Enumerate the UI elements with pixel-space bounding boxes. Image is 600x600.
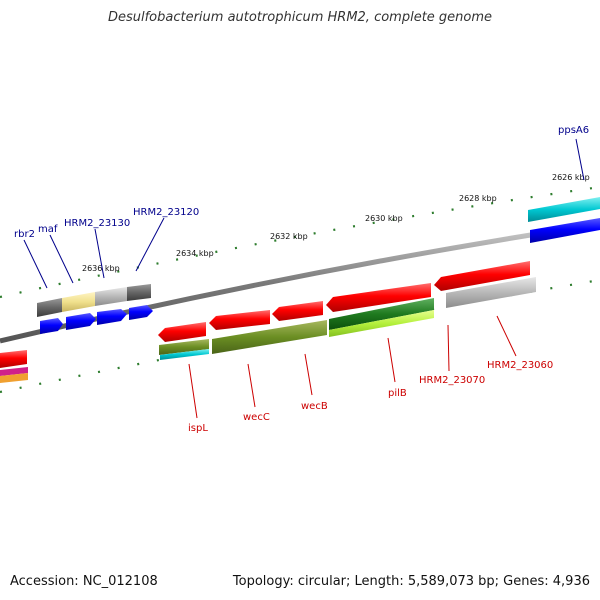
label-hrm2-23120: HRM2_23120: [133, 207, 199, 218]
leader-hrm2-23060: [496, 315, 517, 357]
outer-scale-arc: [0, 185, 600, 299]
feature-ppsA6-upper: [528, 197, 600, 222]
gene-rbr2: [40, 318, 63, 334]
label-hrm2-23060: HRM2_23060: [487, 360, 553, 371]
leader-wecC: [247, 363, 256, 408]
leader-wecB: [304, 353, 313, 396]
label-wecB: wecB: [301, 401, 328, 412]
scale-labels: 2626 kbp 2628 kbp 2630 kbp 2632 kbp 2634…: [82, 173, 590, 273]
leader-maf: [49, 234, 74, 284]
gene-maf: [66, 313, 96, 330]
forward-feature-track: [37, 197, 600, 317]
leader-pilB: [387, 337, 396, 383]
topology-text: Topology: circular; Length: 5,589,073 bp…: [232, 574, 590, 589]
scale-label-2632: 2632 kbp: [270, 232, 308, 241]
scale-label-2634: 2634 kbp: [176, 249, 214, 258]
feature-pilB-lime: [329, 310, 434, 337]
scale-label-2626: 2626 kbp: [552, 173, 590, 182]
feature-hrm2-23130: [95, 287, 127, 306]
reverse-feature-track: [0, 277, 536, 383]
scale-label-2630: 2630 kbp: [365, 214, 403, 223]
gene-left-edge: [0, 350, 27, 368]
gene-hrm2-23130: [97, 309, 127, 325]
leader-hrm2-23070: [447, 324, 450, 372]
gene-pilB: [326, 283, 431, 312]
scale-label-2628: 2628 kbp: [459, 194, 497, 203]
leader-ppsA6: [575, 138, 585, 181]
label-ppsA6: ppsA6: [558, 125, 589, 136]
forward-leader-lines: [23, 138, 585, 289]
feature-wec-olive: [212, 320, 327, 354]
leader-rbr2: [23, 239, 48, 289]
feature-hrm2-23060: [446, 277, 536, 308]
label-maf: maf: [38, 224, 58, 235]
gene-ppsA6: [530, 218, 600, 243]
reverse-leader-lines: [188, 315, 517, 419]
gene-hrm2-23070: [434, 261, 530, 291]
feature-rbr2: [37, 298, 62, 317]
forward-gene-track: [40, 218, 600, 334]
scale-label-2636: 2636 kbp: [82, 264, 120, 273]
feature-ispL-olive: [159, 339, 209, 355]
label-hrm2-23070: HRM2_23070: [419, 375, 485, 386]
label-hrm2-23130: HRM2_23130: [64, 218, 130, 229]
feature-maf: [62, 292, 95, 312]
leader-hrm2-23120: [135, 217, 165, 272]
map-title: Desulfobacterium autotrophicum HRM2, com…: [107, 10, 493, 25]
label-wecC: wecC: [243, 412, 270, 423]
label-ispL: ispL: [188, 423, 208, 434]
gene-hrm2-23120: [129, 305, 153, 320]
reverse-gene-labels: ispL wecC wecB pilB HRM2_23070 HRM2_2306…: [188, 360, 553, 434]
leader-hrm2-23130: [94, 228, 105, 279]
forward-gene-labels: ppsA6 rbr2 maf HRM2_23130 HRM2_23120: [14, 125, 589, 240]
label-rbr2: rbr2: [14, 229, 35, 240]
gene-wecC: [209, 310, 270, 330]
gene-ispL: [158, 322, 206, 342]
feature-pilB-green: [329, 298, 434, 330]
reverse-gene-track: [0, 261, 530, 368]
feature-hrm2-23120: [127, 284, 151, 301]
leader-ispL: [188, 363, 198, 419]
accession-text: Accession: NC_012108: [10, 574, 158, 589]
label-pilB: pilB: [388, 388, 407, 399]
feature-left-orange: [0, 373, 28, 383]
gene-wecB: [272, 301, 323, 321]
feature-ispL-cyan: [160, 349, 209, 360]
